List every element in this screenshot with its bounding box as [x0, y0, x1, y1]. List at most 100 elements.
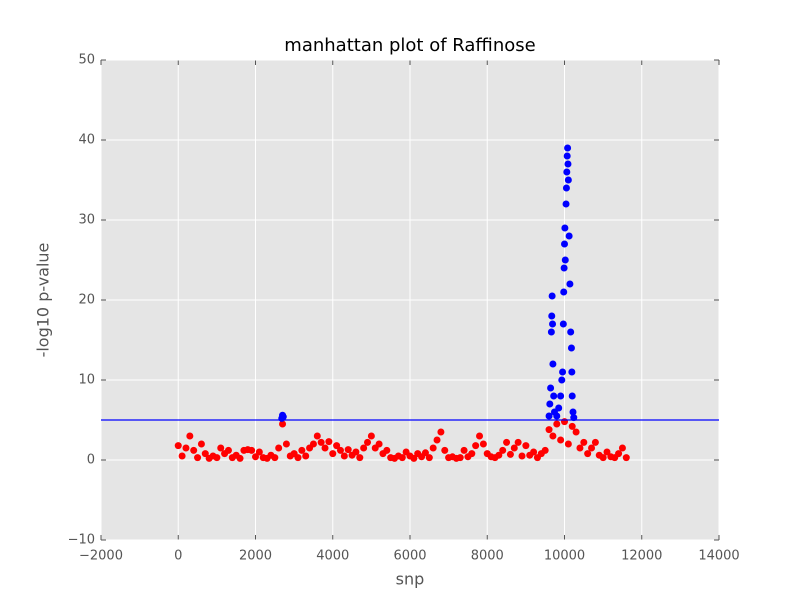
point: [279, 413, 287, 421]
point: [550, 392, 558, 400]
point: [561, 224, 569, 232]
point: [255, 448, 263, 456]
point: [340, 452, 348, 460]
point: [325, 438, 333, 446]
point: [344, 446, 352, 454]
point: [545, 426, 553, 434]
point: [213, 454, 221, 462]
x-tick-label: 14000: [698, 549, 739, 564]
point: [329, 450, 337, 458]
point: [236, 454, 244, 462]
point: [506, 450, 514, 458]
point: [190, 446, 198, 454]
point: [560, 264, 568, 272]
point: [566, 280, 574, 288]
point: [367, 432, 375, 440]
point: [553, 412, 561, 420]
point: [248, 446, 256, 454]
y-tick-label: 40: [78, 133, 95, 148]
point: [561, 256, 569, 264]
point: [568, 368, 576, 376]
point: [194, 454, 202, 462]
point: [383, 446, 391, 454]
point: [186, 432, 194, 440]
point: [548, 312, 556, 320]
point: [553, 420, 561, 428]
point: [622, 454, 630, 462]
point: [441, 446, 449, 454]
point: [421, 449, 429, 457]
y-tick-label: 10: [78, 373, 95, 388]
point: [548, 292, 556, 300]
point: [549, 320, 557, 328]
point: [558, 376, 566, 384]
point: [313, 432, 321, 440]
point: [549, 360, 557, 368]
point: [503, 438, 511, 446]
y-tick-label: 0: [87, 453, 95, 468]
chart-title: manhattan plot of Raffinose: [284, 35, 535, 56]
point: [562, 200, 570, 208]
point: [569, 408, 577, 416]
point: [572, 428, 580, 436]
point: [561, 418, 568, 426]
point: [576, 444, 584, 452]
point: [317, 438, 325, 446]
point: [545, 412, 553, 420]
point: [541, 446, 549, 454]
point: [518, 452, 526, 460]
point: [588, 444, 596, 452]
point: [282, 440, 290, 448]
point: [352, 448, 360, 456]
point: [618, 444, 626, 452]
point: [584, 450, 592, 458]
point: [565, 232, 573, 240]
point: [468, 450, 476, 458]
point: [197, 440, 205, 448]
y-axis-label: -log10 p-value: [34, 243, 53, 358]
point: [456, 454, 464, 462]
point: [495, 451, 503, 459]
point: [561, 240, 568, 248]
point: [360, 444, 368, 452]
point: [182, 444, 190, 452]
point: [563, 168, 571, 176]
point: [425, 454, 433, 462]
point: [603, 448, 611, 456]
point: [437, 428, 445, 436]
point: [275, 444, 283, 452]
point: [564, 144, 572, 152]
point: [557, 392, 565, 400]
x-tick-label: 12000: [621, 549, 662, 564]
point: [510, 444, 518, 452]
point: [570, 414, 578, 422]
x-tick-label: 4000: [316, 549, 349, 564]
x-tick-label: 2000: [239, 549, 272, 564]
point: [178, 452, 186, 460]
point: [499, 446, 507, 454]
point: [564, 160, 572, 168]
point: [560, 288, 568, 296]
point: [599, 454, 607, 462]
point: [433, 436, 441, 444]
point: [472, 442, 480, 450]
x-tick-label: 6000: [393, 549, 426, 564]
point: [224, 446, 232, 454]
point: [302, 452, 310, 460]
point: [567, 328, 575, 336]
point: [615, 450, 623, 458]
point: [562, 184, 570, 192]
point: [375, 440, 383, 448]
point: [546, 400, 554, 408]
point: [555, 404, 563, 412]
x-tick-label: −2000: [79, 549, 123, 564]
point: [201, 450, 209, 458]
point: [547, 328, 555, 336]
point: [549, 432, 557, 440]
point: [557, 436, 565, 444]
point: [568, 422, 576, 430]
point: [522, 442, 530, 450]
point: [429, 444, 437, 452]
point: [568, 392, 576, 400]
